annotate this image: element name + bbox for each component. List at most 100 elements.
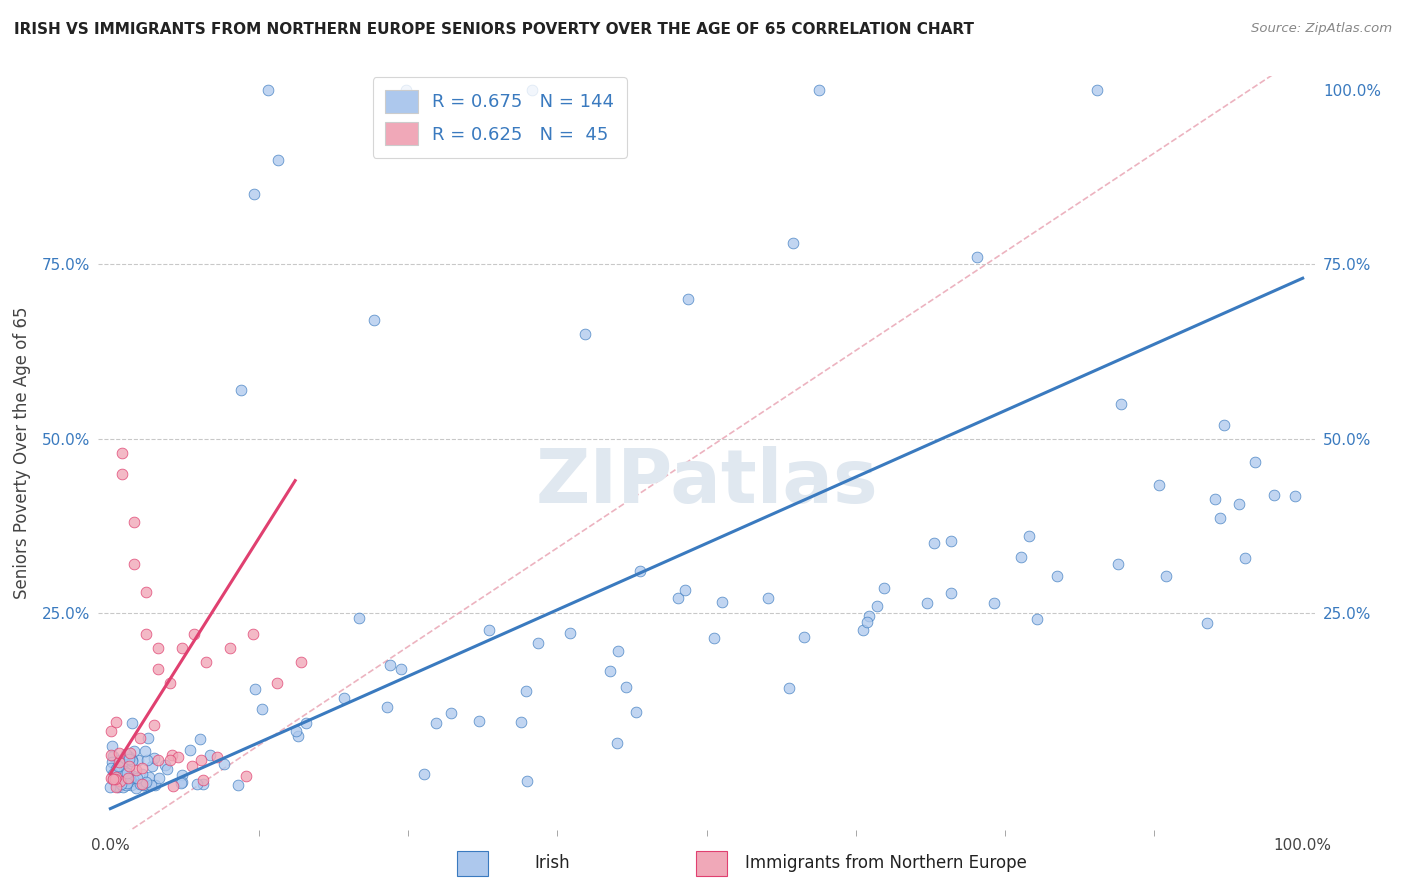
Point xyxy=(852,623,875,637)
Point xyxy=(107,780,129,794)
Point xyxy=(134,778,156,792)
Point xyxy=(153,758,176,772)
Point xyxy=(413,767,436,781)
Point xyxy=(242,627,264,641)
Point xyxy=(200,748,222,763)
Text: Immigrants from Northern Europe: Immigrants from Northern Europe xyxy=(745,855,1026,872)
Point xyxy=(468,714,491,728)
Point xyxy=(778,681,800,696)
Point xyxy=(395,83,418,97)
Point xyxy=(347,610,370,624)
Point xyxy=(1018,529,1040,543)
Point xyxy=(131,767,153,781)
Point xyxy=(266,676,288,690)
Point xyxy=(114,770,136,784)
Point xyxy=(146,641,169,656)
Point xyxy=(1046,568,1069,582)
Point xyxy=(143,718,166,732)
Point xyxy=(425,715,447,730)
Point xyxy=(108,756,131,770)
Point xyxy=(1107,558,1129,572)
Point xyxy=(112,764,135,779)
Point xyxy=(103,772,125,787)
Point xyxy=(1025,611,1047,625)
Point xyxy=(207,750,229,764)
Point xyxy=(121,716,143,731)
Point xyxy=(941,533,963,548)
Point xyxy=(120,778,142,792)
Point xyxy=(112,780,135,794)
Point xyxy=(146,753,169,767)
Point xyxy=(108,773,131,788)
Point xyxy=(103,767,125,781)
Point xyxy=(287,730,309,744)
Point xyxy=(120,746,142,760)
Point xyxy=(146,662,169,676)
Point xyxy=(131,777,153,791)
Point xyxy=(121,753,143,767)
Point xyxy=(516,774,538,789)
Point xyxy=(676,292,699,306)
Point xyxy=(104,769,127,783)
Point xyxy=(245,681,267,696)
Point xyxy=(180,758,202,772)
Point xyxy=(120,772,142,787)
Point xyxy=(515,683,537,698)
Point xyxy=(110,756,132,770)
Point xyxy=(136,753,159,767)
Point xyxy=(115,778,138,792)
Point xyxy=(873,582,896,596)
Point xyxy=(673,582,696,597)
Point xyxy=(440,706,463,721)
Point xyxy=(108,773,131,788)
Point xyxy=(363,313,385,327)
Point xyxy=(107,746,129,760)
Point xyxy=(191,773,214,788)
Point xyxy=(194,655,217,669)
Point xyxy=(110,777,132,791)
Point xyxy=(118,752,141,766)
Point xyxy=(599,664,621,678)
Point xyxy=(922,536,945,550)
Point xyxy=(666,591,689,605)
Point xyxy=(1208,511,1230,525)
Point xyxy=(183,627,205,641)
Point xyxy=(235,769,257,783)
Point xyxy=(121,754,143,768)
Point xyxy=(520,83,543,97)
Point xyxy=(710,595,733,609)
Y-axis label: Seniors Poverty Over the Age of 65: Seniors Poverty Over the Age of 65 xyxy=(13,307,31,599)
Point xyxy=(118,771,141,785)
Point xyxy=(100,780,122,794)
Point xyxy=(378,657,401,672)
Point xyxy=(101,773,124,788)
Point xyxy=(1195,616,1218,631)
Point xyxy=(915,596,938,610)
Point xyxy=(628,564,651,578)
Point xyxy=(135,585,157,599)
Point xyxy=(756,591,779,606)
Point xyxy=(527,636,550,650)
Point xyxy=(145,778,167,792)
Point xyxy=(191,777,214,791)
Point xyxy=(107,770,129,784)
Point xyxy=(1263,488,1285,502)
Point xyxy=(131,761,153,775)
Point xyxy=(105,780,128,794)
Point xyxy=(111,445,134,460)
Point xyxy=(284,724,307,739)
Point xyxy=(115,776,138,790)
Text: Irish: Irish xyxy=(534,855,569,872)
Point xyxy=(155,762,177,776)
Point xyxy=(100,772,122,786)
Point xyxy=(107,758,129,772)
Point xyxy=(1234,550,1257,565)
Point xyxy=(100,747,122,762)
Point xyxy=(983,596,1005,610)
Point xyxy=(100,761,122,775)
Point xyxy=(138,770,160,784)
Point xyxy=(101,772,124,787)
Point xyxy=(104,780,127,795)
Text: IRISH VS IMMIGRANTS FROM NORTHERN EUROPE SENIORS POVERTY OVER THE AGE OF 65 CORR: IRISH VS IMMIGRANTS FROM NORTHERN EUROPE… xyxy=(14,22,974,37)
Point xyxy=(139,778,162,792)
